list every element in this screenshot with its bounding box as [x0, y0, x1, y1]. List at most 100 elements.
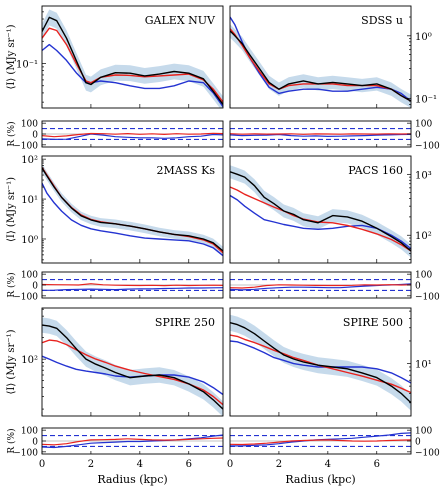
residual-line-residual-a — [230, 439, 411, 446]
axes-frame — [229, 155, 412, 264]
series-line-model-a — [230, 28, 411, 102]
x-tick-label: 0 — [227, 459, 233, 470]
residual-tick-label: 100 — [21, 427, 38, 437]
panel-title: SDSS u — [361, 14, 403, 27]
residual-tick-label: −100 — [13, 141, 38, 151]
x-axis-label: Radius (kpc) — [97, 473, 167, 486]
series-line-observed — [42, 324, 223, 410]
y-tick-label: 10⁰ — [415, 32, 432, 43]
uncertainty-band — [230, 165, 411, 258]
series-line-observed — [230, 30, 411, 102]
series-line-model-b — [42, 43, 223, 108]
x-tick-label: 2 — [88, 459, 94, 470]
residual-tick-label: 0 — [415, 438, 421, 448]
residual-line-residual-a — [42, 283, 223, 287]
plot-area — [230, 16, 411, 108]
residual-tick-label: −100 — [415, 292, 440, 302]
residual-line-residual-a — [230, 284, 411, 289]
y-tick-label: 10⁻¹ — [16, 60, 38, 71]
residual-tick-label: 0 — [415, 282, 421, 292]
series-line-model-b — [42, 355, 223, 396]
residual-plot-area — [230, 278, 411, 292]
y-tick-label: 10² — [415, 231, 432, 242]
uncertainty-band — [42, 317, 223, 416]
residual-tick-label: 0 — [415, 131, 421, 141]
series-line-model-a — [230, 334, 411, 394]
residual-tick-label: −100 — [415, 448, 440, 458]
panel-title: 2MASS Ks — [157, 164, 216, 177]
series-line-observed — [42, 16, 223, 105]
series-line-observed — [42, 167, 223, 252]
residual-plot-area — [42, 278, 223, 292]
residual-tick-label: 100 — [415, 427, 432, 437]
y-tick-label: 10³ — [415, 170, 432, 181]
residual-tick-label: 100 — [21, 271, 38, 281]
residual-line-residual-b — [42, 287, 223, 291]
axes-frame — [41, 307, 224, 417]
x-tick-label: 6 — [186, 459, 192, 470]
series-line-observed — [230, 322, 411, 404]
x-tick-label: 4 — [137, 459, 143, 470]
residual-tick-label: 100 — [415, 271, 432, 281]
residual-plot-area — [42, 434, 223, 449]
residual-tick-label: 100 — [415, 120, 432, 130]
plot-area — [42, 9, 223, 108]
x-tick-label: 0 — [39, 459, 45, 470]
residual-line-residual-b — [230, 133, 411, 138]
y-tick-label: 10¹ — [415, 360, 432, 371]
residual-tick-label: −100 — [13, 448, 38, 458]
residual-line-residual-a — [42, 437, 223, 446]
residual-line-residual-b — [42, 434, 223, 449]
series-line-observed — [230, 171, 411, 252]
residual-line-residual-a — [230, 133, 411, 135]
panel-title: GALEX NUV — [145, 14, 216, 27]
residual-plot-area — [230, 127, 411, 141]
panel-title: SPIRE 250 — [155, 316, 215, 329]
plot-area — [230, 314, 411, 411]
plot-area — [230, 165, 411, 258]
series-line-model-b — [42, 182, 223, 257]
residual-line-residual-b — [42, 133, 223, 141]
residual-axis-label: R (%) — [6, 272, 17, 297]
axes-frame — [229, 307, 412, 417]
y-axis-label: ⟨I⟩ (MJy sr⁻¹) — [6, 24, 17, 89]
axes-frame — [41, 155, 224, 264]
y-axis-label: ⟨I⟩ (MJy sr⁻¹) — [6, 177, 17, 242]
residual-tick-label: 0 — [32, 131, 38, 141]
uncertainty-band — [42, 163, 223, 256]
axes-frame — [229, 5, 412, 109]
residual-axis-label: R (%) — [6, 121, 17, 146]
y-tick-label: 10² — [21, 355, 38, 366]
x-tick-label: 6 — [374, 459, 380, 470]
residual-tick-label: 0 — [32, 438, 38, 448]
x-axis-label: Radius (kpc) — [285, 473, 355, 486]
residual-plot-area — [230, 432, 411, 448]
residual-plot-area — [42, 127, 223, 141]
y-tick-label: 10¹ — [21, 195, 38, 206]
residual-tick-label: 0 — [32, 282, 38, 292]
plot-area — [42, 317, 223, 416]
x-tick-label: 2 — [276, 459, 282, 470]
y-tick-label: 10⁻¹ — [415, 94, 437, 105]
residual-line-residual-a — [42, 132, 223, 138]
y-tick-label: 10⁰ — [21, 235, 38, 246]
panel-title: PACS 160 — [348, 164, 403, 177]
y-axis-label: ⟨I⟩ (MJy sr⁻¹) — [6, 329, 17, 394]
uncertainty-band — [230, 314, 411, 411]
series-line-model-b — [230, 340, 411, 384]
panel-title: SPIRE 500 — [343, 316, 403, 329]
residual-tick-label: −100 — [13, 292, 38, 302]
